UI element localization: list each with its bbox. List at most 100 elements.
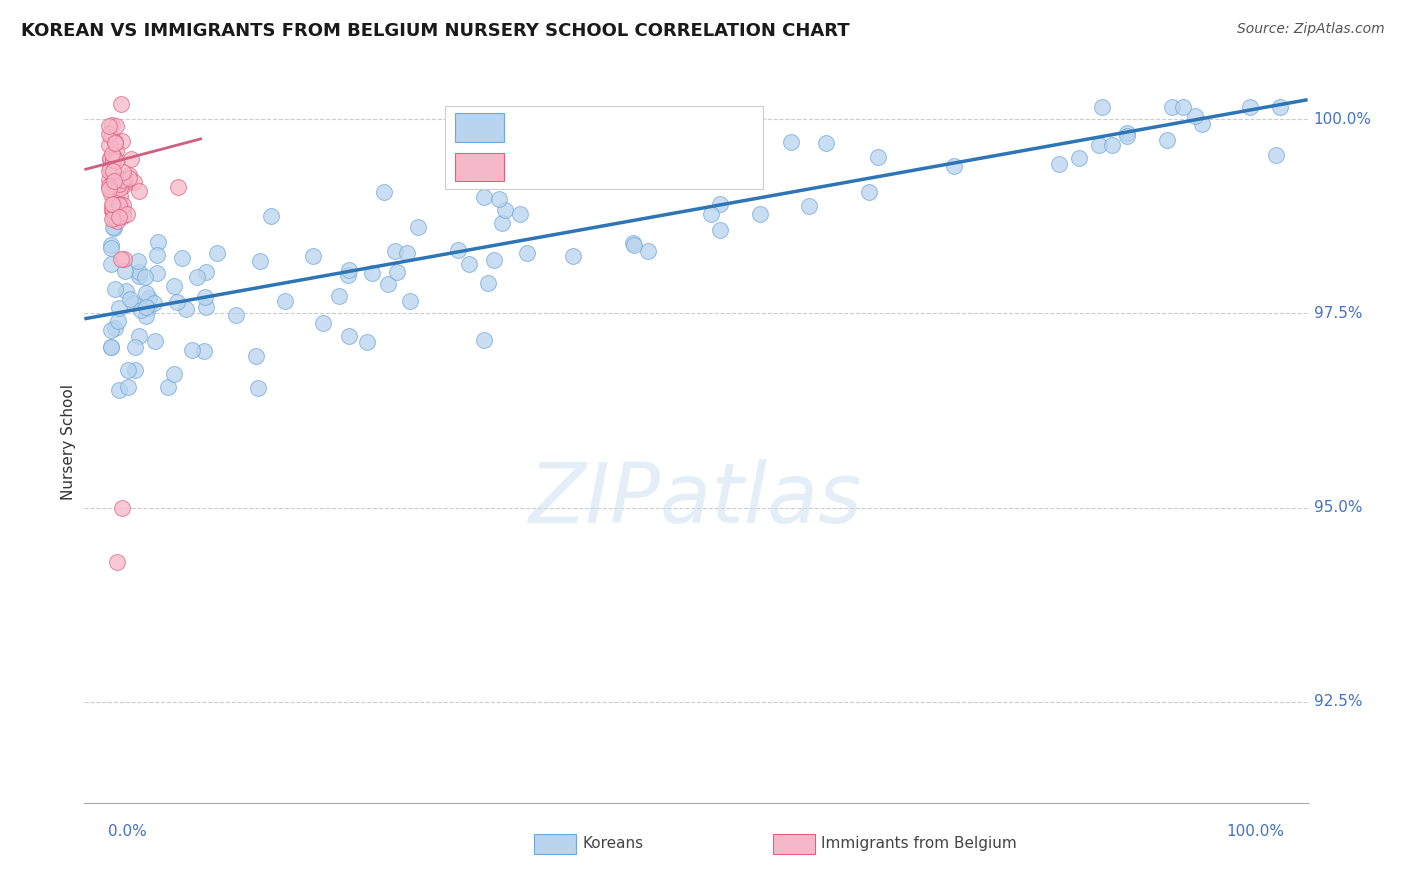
Point [104,282,127,296]
Point [103,153,125,167]
Point [111,204,134,219]
Point [135,309,157,323]
Point [112,252,135,266]
Point [98,182,121,196]
Point [561,249,583,263]
Point [361,266,384,280]
Point [157,379,180,393]
Point [105,172,128,186]
Point [98,151,121,165]
Point [115,207,138,221]
Text: 100.0%: 100.0% [1226,824,1284,839]
Point [101,164,124,178]
Text: ZIPatlas: ZIPatlas [529,458,863,540]
Point [111,197,134,211]
Point [328,289,350,303]
Point [1171,100,1194,114]
Point [491,216,513,230]
Point [114,264,136,278]
Text: 97.5%: 97.5% [1313,306,1362,321]
Point [101,203,124,218]
FancyBboxPatch shape [456,112,503,142]
Point [108,301,131,316]
Point [107,210,129,224]
Point [488,192,510,206]
Point [101,204,124,219]
Point [117,363,139,377]
Point [101,201,124,215]
Text: 92.5%: 92.5% [1313,694,1362,709]
Point [181,343,204,357]
Point [100,340,122,354]
Point [124,362,146,376]
Point [373,186,395,200]
Point [142,296,165,310]
Point [356,335,378,350]
Point [170,251,193,265]
Point [458,257,481,271]
Point [108,189,131,203]
Point [174,302,197,317]
Point [105,154,128,169]
Point [135,285,157,300]
Point [103,150,125,164]
Point [1088,137,1111,152]
Point [868,150,890,164]
Point [128,329,150,343]
Point [112,171,135,186]
Point [104,321,127,335]
Point [193,344,215,359]
Point [111,134,134,148]
Point [134,270,156,285]
Point [105,555,128,569]
Point [195,265,218,279]
Point [1161,100,1184,114]
Point [98,173,121,187]
Point [312,317,335,331]
Point [108,383,131,397]
Point [121,295,143,310]
Point [143,334,166,349]
Point [621,236,644,251]
Point [1101,138,1123,153]
FancyBboxPatch shape [456,153,503,181]
Point [100,237,122,252]
Point [117,379,139,393]
Point [138,291,160,305]
Point [115,284,138,298]
Point [1270,100,1292,114]
Point [120,152,142,166]
Point [245,350,267,364]
Point [128,268,150,283]
Point [385,265,408,279]
Point [129,303,152,318]
Point [166,294,188,309]
Point [472,333,495,347]
Text: R = 0.562   N = 114: R = 0.562 N = 114 [519,119,686,136]
Point [526,172,548,186]
Point [1156,133,1178,147]
Point [780,135,803,149]
Point [943,159,966,173]
Y-axis label: Nursery School: Nursery School [60,384,76,500]
Point [108,177,131,191]
Point [337,329,360,343]
Text: 0.0%: 0.0% [108,824,146,839]
Point [101,211,124,226]
Point [509,207,531,221]
Text: 100.0%: 100.0% [1313,112,1372,127]
Point [797,199,820,213]
Point [103,136,125,151]
Point [814,136,837,150]
Point [112,178,135,193]
Point [205,246,228,260]
Point [399,294,422,309]
Point [623,238,645,252]
Point [1264,147,1286,161]
Text: R = 0.085   N = 65: R = 0.085 N = 65 [519,160,675,178]
Point [111,500,134,515]
Point [186,270,208,285]
Point [100,197,122,211]
Point [112,209,135,223]
Point [709,223,731,237]
